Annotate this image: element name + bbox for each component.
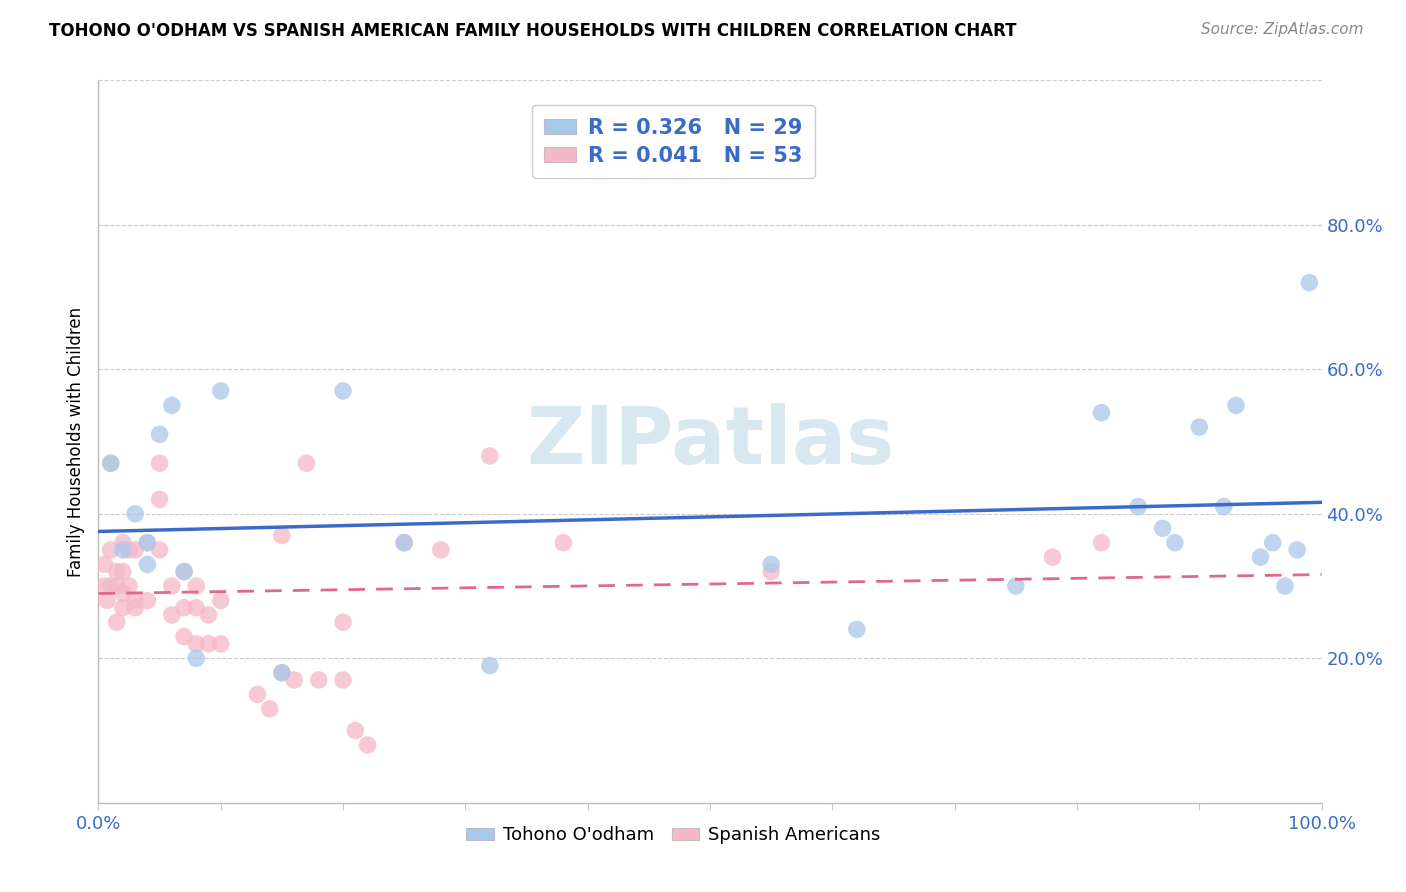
Point bbox=[392, 535, 416, 549]
Point bbox=[392, 535, 416, 549]
Point bbox=[173, 565, 195, 579]
Point bbox=[845, 623, 868, 637]
Point bbox=[209, 384, 232, 398]
Point bbox=[761, 565, 783, 579]
Point bbox=[283, 673, 305, 687]
Point bbox=[173, 600, 195, 615]
Point bbox=[149, 456, 172, 470]
Point bbox=[270, 665, 294, 680]
Legend: Tohono O'odham, Spanish Americans: Tohono O'odham, Spanish Americans bbox=[460, 819, 887, 852]
Point bbox=[105, 615, 128, 630]
Point bbox=[1152, 521, 1174, 535]
Point bbox=[197, 637, 219, 651]
Point bbox=[149, 542, 172, 557]
Point bbox=[118, 579, 141, 593]
Point bbox=[105, 565, 128, 579]
Point bbox=[100, 456, 122, 470]
Point bbox=[478, 658, 501, 673]
Point bbox=[1164, 535, 1187, 549]
Point bbox=[160, 607, 183, 622]
Point bbox=[209, 637, 232, 651]
Point bbox=[118, 542, 141, 557]
Point bbox=[478, 449, 501, 463]
Point bbox=[246, 687, 269, 701]
Point bbox=[173, 565, 195, 579]
Point bbox=[111, 600, 134, 615]
Point bbox=[270, 528, 294, 542]
Point bbox=[308, 673, 330, 687]
Point bbox=[1128, 500, 1150, 514]
Point bbox=[1004, 579, 1026, 593]
Point bbox=[124, 507, 146, 521]
Point bbox=[1042, 550, 1064, 565]
Point bbox=[295, 456, 318, 470]
Point bbox=[93, 558, 115, 572]
Point bbox=[209, 593, 232, 607]
Point bbox=[1090, 406, 1112, 420]
Point bbox=[124, 593, 146, 607]
Point bbox=[111, 535, 134, 549]
Point bbox=[270, 665, 294, 680]
Point bbox=[100, 456, 122, 470]
Point bbox=[100, 542, 122, 557]
Point bbox=[1090, 535, 1112, 549]
Point bbox=[332, 673, 354, 687]
Point bbox=[124, 600, 146, 615]
Point bbox=[197, 607, 219, 622]
Point bbox=[332, 615, 354, 630]
Point bbox=[259, 702, 281, 716]
Point bbox=[186, 651, 208, 665]
Point bbox=[124, 542, 146, 557]
Point bbox=[1212, 500, 1234, 514]
Point bbox=[1261, 535, 1284, 549]
Point bbox=[1188, 420, 1211, 434]
Point bbox=[761, 558, 783, 572]
Point bbox=[111, 565, 134, 579]
Y-axis label: Family Households with Children: Family Households with Children bbox=[66, 307, 84, 576]
Point bbox=[186, 600, 208, 615]
Point bbox=[136, 535, 159, 549]
Point bbox=[186, 579, 208, 593]
Point bbox=[1249, 550, 1271, 565]
Point bbox=[105, 579, 128, 593]
Text: ZIPatlas: ZIPatlas bbox=[526, 402, 894, 481]
Point bbox=[160, 579, 183, 593]
Point bbox=[1298, 276, 1320, 290]
Point bbox=[93, 579, 115, 593]
Point bbox=[136, 593, 159, 607]
Text: TOHONO O'ODHAM VS SPANISH AMERICAN FAMILY HOUSEHOLDS WITH CHILDREN CORRELATION C: TOHONO O'ODHAM VS SPANISH AMERICAN FAMIL… bbox=[49, 22, 1017, 40]
Point bbox=[136, 558, 159, 572]
Point bbox=[149, 427, 172, 442]
Point bbox=[149, 492, 172, 507]
Point bbox=[332, 384, 354, 398]
Point bbox=[186, 637, 208, 651]
Point bbox=[111, 586, 134, 600]
Point bbox=[160, 398, 183, 412]
Point bbox=[96, 593, 118, 607]
Point bbox=[1274, 579, 1296, 593]
Point bbox=[553, 535, 575, 549]
Point bbox=[1286, 542, 1309, 557]
Point bbox=[356, 738, 378, 752]
Point bbox=[111, 542, 134, 557]
Point bbox=[344, 723, 367, 738]
Point bbox=[173, 630, 195, 644]
Point bbox=[1225, 398, 1247, 412]
Point bbox=[430, 542, 453, 557]
Point bbox=[100, 579, 122, 593]
Point bbox=[136, 535, 159, 549]
Text: Source: ZipAtlas.com: Source: ZipAtlas.com bbox=[1201, 22, 1364, 37]
